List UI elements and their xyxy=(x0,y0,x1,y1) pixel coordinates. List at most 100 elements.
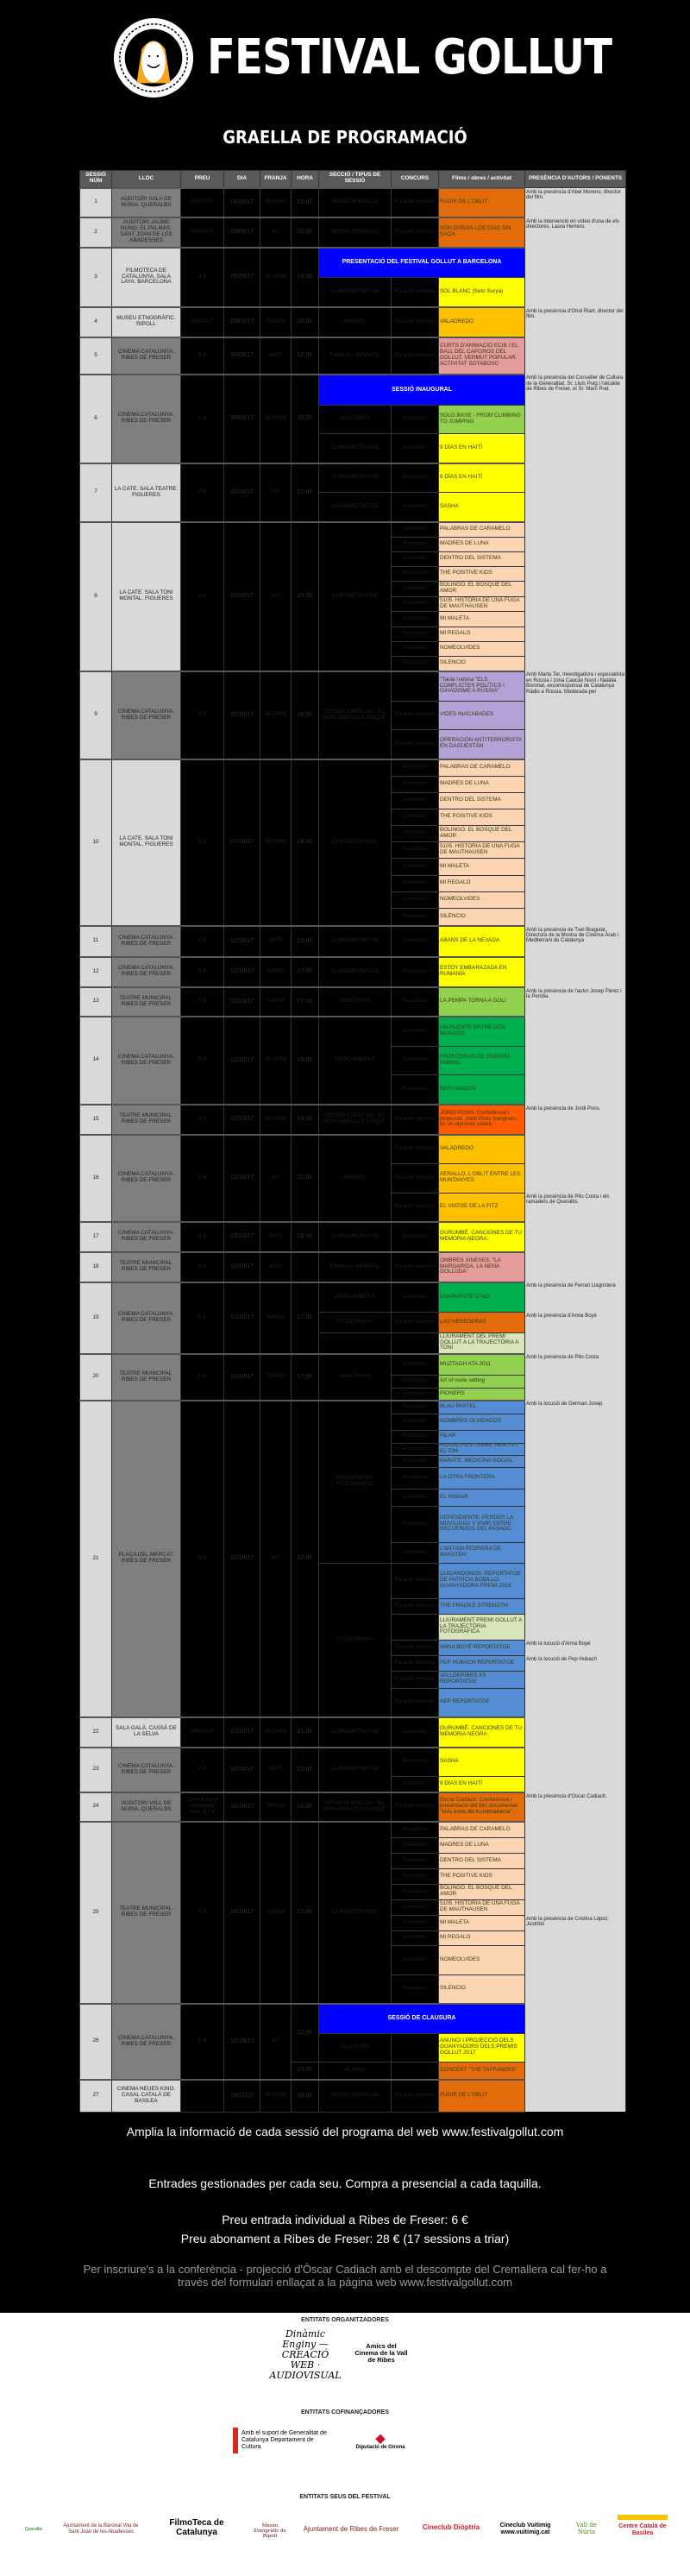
col-header-films: Films / obres / activitat xyxy=(438,170,525,188)
film-title: NOMEOLVIDES xyxy=(438,1944,525,1975)
session-subrow: LLIURAMENT PREMI GOLLUT A LA TRAJECTÒRIA… xyxy=(80,1613,626,1641)
film-title-text: PIONERS xyxy=(440,1389,465,1396)
film-title-text: PEP HUBACH REPORTATGE xyxy=(440,1659,515,1666)
price-text: 6 € xyxy=(198,1908,206,1915)
presence-text xyxy=(526,1885,625,1899)
session-number-text: 26 xyxy=(92,2037,99,2044)
time-slot: VESPRE xyxy=(260,1015,292,1105)
session-subrow: Fora de concurs EL VIATGE DE LA FITZ Amb l… xyxy=(80,1192,626,1222)
film-title: 9 DÍAS EN HAITÍ xyxy=(438,462,525,493)
session-subrow: LLARGMETRATGE A concurs SASHA xyxy=(80,491,626,522)
section-type-text: LLARGMETRATGE xyxy=(330,502,380,509)
film-title-text: VALADREDO xyxy=(440,318,474,324)
price-text: 6 € xyxy=(198,2037,206,2044)
film-title-text: NOMEOLVIDES xyxy=(440,1956,480,1962)
film-title: DENTRO DEL SISTEMA xyxy=(438,1852,525,1869)
presence xyxy=(524,521,626,537)
session-row: 14 CINEMA CATALUNYA. RIBES DE FRESER 6 € 12… xyxy=(79,1015,626,1105)
film-title-text: EL HOGAR xyxy=(440,1493,468,1500)
presence-text xyxy=(526,2063,625,2079)
table-header-row: SESSIÓ NÚM LLOC PREU DIA FRANJA HORA SEC… xyxy=(79,170,626,188)
time-slot-text: NIT xyxy=(271,592,280,599)
presence xyxy=(524,1016,626,1046)
venue: MUSEU ETNOGRÀFIC. RIPOLL xyxy=(111,305,181,337)
film-title-text: Art of route setting xyxy=(440,1377,486,1384)
presence-text: Amb la presència de Ferran Llagostera xyxy=(526,1283,616,1289)
session-subrow: Fora de concurs OPERACIÓN ANTITERRORISTA … xyxy=(80,728,626,759)
time-text: 16:30 xyxy=(297,1803,313,1810)
price: 6 € xyxy=(180,758,224,926)
price-text: GRATUÏT xyxy=(190,318,215,324)
competition-status: Fora de concurs xyxy=(391,1162,439,1194)
film-title-text: FUGIR DE L'OBLIT xyxy=(440,2092,488,2099)
session-subrow: A concurs THE POSITIVE KIDS xyxy=(80,1867,626,1885)
section-type: SESSIÓ ESPECIAL. "EL MÓN AMB ULLS D'AQUÍ… xyxy=(318,670,392,759)
time-slot-text: MATÍ xyxy=(269,351,282,358)
competition-status-text: A concurs xyxy=(402,1825,428,1832)
competition-status: A concurs xyxy=(391,1387,439,1401)
time-text: 23:50 xyxy=(297,2067,313,2074)
time-slot: NIT xyxy=(260,216,292,248)
time-text: 22:00 xyxy=(297,229,313,236)
time-slot-text: VESPRE xyxy=(264,2092,287,2099)
presence-text xyxy=(526,248,625,276)
film-title: ABANS DE LA NEVADA xyxy=(438,924,525,957)
time-slot: TARDA xyxy=(260,986,292,1017)
competition-status: A concurs xyxy=(391,1867,439,1885)
col-header-section: SECCIÓ / TIPUS DE SESSIÓ xyxy=(318,170,392,188)
presence xyxy=(524,891,626,908)
date-text: 12/10/17 xyxy=(229,968,254,975)
presence xyxy=(524,1747,626,1776)
date: 30/09/17 xyxy=(223,336,260,375)
competition-status: Fora de concurs xyxy=(391,1562,439,1599)
competition-status: A concurs xyxy=(391,1413,439,1431)
film-title: MUZTAGH ATA 2011 xyxy=(438,1352,525,1376)
presence-text xyxy=(526,826,625,841)
film-title: L'ANTIGA PEDRERA DE BAKOTEH xyxy=(438,1541,525,1564)
presence xyxy=(524,1614,626,1640)
film-title-text: DENTRO DEL SISTEMA xyxy=(440,555,501,562)
session-number-text: 18 xyxy=(92,1263,99,1269)
time-slot: MATÍ xyxy=(260,336,292,375)
competition-status: A concurs xyxy=(391,874,439,892)
film-title: NOMEOLVIDES xyxy=(438,891,525,909)
presence: Amb la locució de German Josep xyxy=(524,1400,626,1414)
presence-text xyxy=(526,642,625,656)
film-title-text: L'ANTIGA PEDRERA DE BAKOTEH xyxy=(440,1546,502,1558)
time-slot-text: NIT xyxy=(271,2037,280,2044)
time-text: 12:00 xyxy=(297,937,313,944)
price: 6 € xyxy=(180,1352,224,1401)
film-title: THE POSITIVE KIDS xyxy=(438,808,525,826)
session-number: 22 xyxy=(79,1716,112,1748)
session-row: 3 FILMOTECA DE CATALUNYA. SALA LAYA. BARC… xyxy=(79,246,626,307)
film-title: "Taula rodona "ELS CONFLICTES POLÍTICS I… xyxy=(438,670,525,702)
film-title-text: DEPENDIENTE, PERDER LA MOVILIDAD Y VIVIR… xyxy=(440,1514,513,1533)
presence-text xyxy=(526,434,625,463)
time-slot-text: TARDA xyxy=(266,1908,285,1915)
competition-status: A concurs xyxy=(391,841,439,859)
time-text: 18:30 xyxy=(297,711,313,718)
competition-status-text: A concurs xyxy=(402,1548,428,1555)
competition-status-text: A concurs xyxy=(402,1403,428,1410)
session-subrow: Fora de concurs VALLDERIBES XS REPORTATGE xyxy=(80,1670,626,1689)
venue-text: MUSEU ETNOGRÀFIC. RIPOLL xyxy=(116,315,176,327)
logo-cineclub-vuitimig: Cineclub Vuitimig www.vuitimig.cat xyxy=(499,2522,551,2535)
film-title-text: CURTS D'ANIMACIÓ ECIB I EL BALL DEL CAPG… xyxy=(440,343,518,367)
presence-text xyxy=(526,522,625,536)
competition-status-text: Fora de concurs xyxy=(394,198,436,205)
time-slot: NIT xyxy=(260,462,292,522)
session-number-text: 15 xyxy=(92,1115,99,1122)
film-title-text: CONCERT "THE TAFFANERS" xyxy=(440,2066,518,2073)
film-title: 5105. HISTORIA DE UNA FUGA DE MAUTHAUSEN xyxy=(438,1899,525,1916)
session-subrow: A concurs DENTRO DEL SISTEMA xyxy=(80,1852,626,1869)
film-title-text: THE POSITIVE KIDS xyxy=(440,1872,492,1879)
competition-status: A concurs xyxy=(391,565,439,582)
competition-status-text: A concurs xyxy=(402,659,428,666)
session-row: 1 AUDITORI SALA DE NÚRIA. QUERALBS GRATUÏT… xyxy=(79,186,626,217)
col-header-slot: FRANJA xyxy=(260,170,292,188)
section-type: LLARGMETRATGE xyxy=(318,924,392,957)
price: GRATUÏT xyxy=(180,186,224,217)
presence xyxy=(524,1853,626,1868)
price-text: 6 € xyxy=(198,967,206,974)
price-text: 12,40 € (amb cremallera) nens 6,7 € xyxy=(185,1797,219,1815)
